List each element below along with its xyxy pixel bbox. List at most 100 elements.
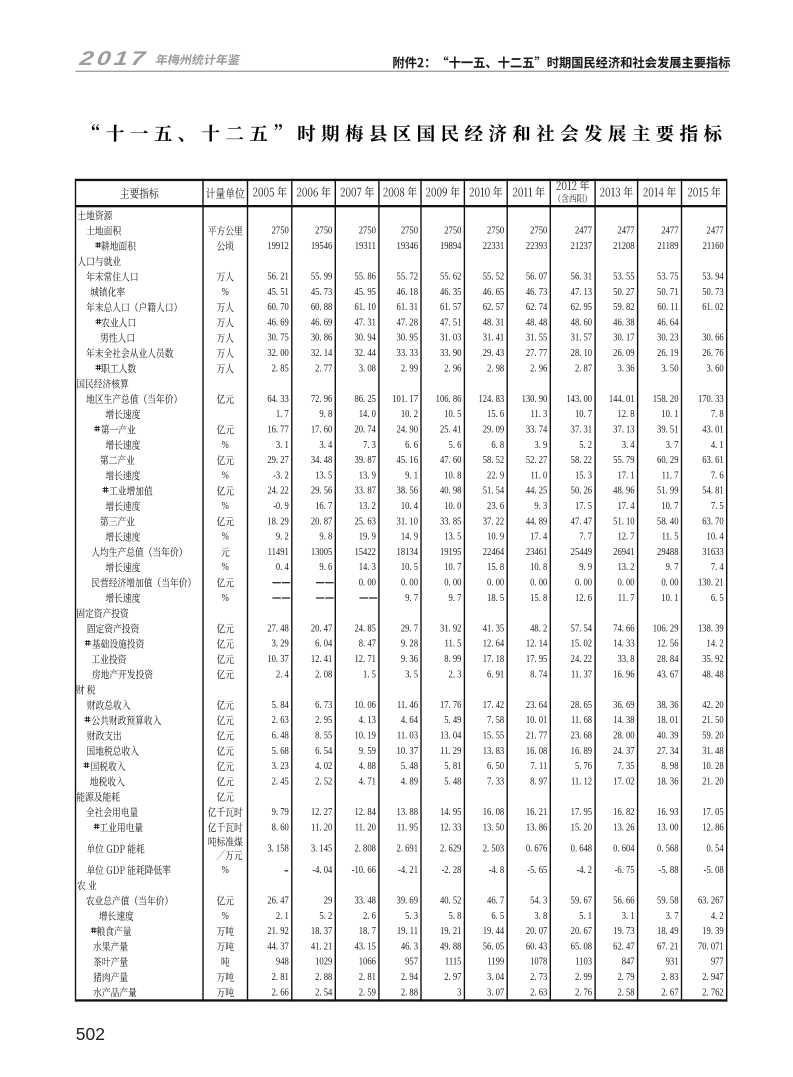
svg-text:11. 03: 11. 03 <box>397 730 418 742</box>
svg-text:7. 35: 7. 35 <box>617 760 634 772</box>
svg-text:50. 27: 50. 27 <box>613 286 635 298</box>
svg-text:11. 29: 11. 29 <box>440 745 461 757</box>
svg-text:63. 70: 63. 70 <box>702 515 724 527</box>
svg-text:86. 25: 86. 25 <box>354 393 376 405</box>
svg-text:2. 503: 2. 503 <box>483 843 505 855</box>
svg-text:48. 31: 48. 31 <box>483 316 505 328</box>
svg-text:3. 145: 3. 145 <box>311 843 333 855</box>
svg-text:29. 7: 29. 7 <box>401 622 418 634</box>
svg-text:2. 73: 2. 73 <box>530 971 547 983</box>
svg-text:33. 85: 33. 85 <box>440 515 462 527</box>
svg-text:30. 75: 30. 75 <box>267 332 289 344</box>
svg-text:-4. 21: -4. 21 <box>398 864 418 876</box>
svg-text:7. 33: 7. 33 <box>487 775 504 787</box>
svg-text:2. 83: 2. 83 <box>661 971 678 983</box>
svg-text:48. 48: 48. 48 <box>702 668 724 680</box>
svg-text:2. 99: 2. 99 <box>401 362 418 374</box>
svg-text:106. 86: 106. 86 <box>436 393 462 405</box>
svg-text:5. 8: 5. 8 <box>449 910 462 922</box>
svg-text:3. 29: 3. 29 <box>272 638 289 650</box>
svg-text:13. 83: 13. 83 <box>483 745 505 757</box>
svg-text:2750: 2750 <box>272 225 289 237</box>
svg-text:10. 0: 10. 0 <box>444 500 461 512</box>
svg-text:7. 6: 7. 6 <box>711 469 724 481</box>
svg-text:0. 00: 0. 00 <box>617 577 634 589</box>
svg-text:63. 267: 63. 267 <box>698 895 724 907</box>
svg-text:8. 99: 8. 99 <box>444 653 461 665</box>
svg-text:3. 23: 3. 23 <box>272 760 289 772</box>
svg-text:5. 76: 5. 76 <box>575 760 592 772</box>
svg-text:31. 10: 31. 10 <box>397 515 419 527</box>
svg-text:25449: 25449 <box>571 546 593 558</box>
svg-text:28. 65: 28. 65 <box>571 699 593 711</box>
svg-text:931: 931 <box>666 956 679 968</box>
svg-text:%: % <box>222 561 229 573</box>
svg-text:3. 9: 3. 9 <box>534 439 547 451</box>
svg-text:2. 63: 2. 63 <box>272 714 289 726</box>
svg-text:20. 74: 20. 74 <box>354 424 376 436</box>
svg-text:29: 29 <box>324 895 333 907</box>
svg-text:13. 00: 13. 00 <box>657 821 679 833</box>
svg-text:29. 27: 29. 27 <box>267 454 289 466</box>
svg-text:21160: 21160 <box>703 240 724 252</box>
svg-text:9. 9: 9. 9 <box>579 561 592 573</box>
svg-text:45. 51: 45. 51 <box>267 286 289 298</box>
svg-text:10. 5: 10. 5 <box>401 561 418 573</box>
svg-text:-5. 88: -5. 88 <box>658 864 678 876</box>
svg-text:7. 7: 7. 7 <box>579 531 592 543</box>
svg-text:2. 97: 2. 97 <box>444 971 461 983</box>
svg-text:13. 50: 13. 50 <box>483 821 505 833</box>
svg-text:2. 947: 2. 947 <box>702 971 724 983</box>
svg-text:30. 23: 30. 23 <box>657 332 679 344</box>
svg-text:37. 22: 37. 22 <box>483 515 505 527</box>
svg-text:19346: 19346 <box>397 240 419 252</box>
svg-text:2. 81: 2. 81 <box>272 971 289 983</box>
svg-text:11491: 11491 <box>268 546 289 558</box>
svg-text:21. 77: 21. 77 <box>526 730 548 742</box>
svg-text:-2. 28: -2. 28 <box>441 864 461 876</box>
svg-text:70. 071: 70. 071 <box>698 940 724 952</box>
svg-text:3. 08: 3. 08 <box>359 362 376 374</box>
svg-text:59. 67: 59. 67 <box>571 895 593 907</box>
svg-text:41. 35: 41. 35 <box>483 622 505 634</box>
svg-text:26. 47: 26. 47 <box>267 895 289 907</box>
svg-text:59. 82: 59. 82 <box>613 301 635 313</box>
svg-text:10. 4: 10. 4 <box>401 500 418 512</box>
svg-text:2. 87: 2. 87 <box>575 362 592 374</box>
svg-text:16. 7: 16. 7 <box>315 500 332 512</box>
svg-text:%: % <box>222 531 229 543</box>
svg-text:144. 01: 144. 01 <box>609 393 635 405</box>
svg-text:24. 90: 24. 90 <box>397 424 419 436</box>
svg-text:2. 4: 2. 4 <box>276 668 289 680</box>
svg-text:32. 44: 32. 44 <box>354 347 376 359</box>
svg-text:3. 5: 3. 5 <box>405 668 418 680</box>
svg-text:11. 0: 11. 0 <box>530 469 547 481</box>
svg-text:19. 73: 19. 73 <box>613 925 635 937</box>
svg-text:61. 02: 61. 02 <box>702 301 724 313</box>
svg-text:7. 58: 7. 58 <box>487 714 504 726</box>
svg-text:%: % <box>222 286 229 298</box>
svg-text:10. 1: 10. 1 <box>661 408 678 420</box>
svg-text:11. 20: 11. 20 <box>355 821 376 833</box>
svg-text:13. 26: 13. 26 <box>613 821 635 833</box>
svg-text:17. 60: 17. 60 <box>311 424 333 436</box>
svg-text:14. 38: 14. 38 <box>613 714 635 726</box>
svg-text:19195: 19195 <box>440 546 462 558</box>
svg-text:7. 11: 7. 11 <box>530 760 547 772</box>
svg-text:61. 10: 61. 10 <box>354 301 376 313</box>
svg-text:2. 629: 2. 629 <box>440 843 462 855</box>
svg-text:29. 43: 29. 43 <box>483 347 505 359</box>
svg-text:8. 60: 8. 60 <box>272 821 289 833</box>
svg-text:0. 00: 0. 00 <box>487 577 504 589</box>
svg-text:10. 28: 10. 28 <box>702 760 724 772</box>
svg-text:11. 5: 11. 5 <box>445 638 462 650</box>
svg-text:3. 7: 3. 7 <box>666 910 679 922</box>
svg-text:3. 07: 3. 07 <box>487 986 504 998</box>
svg-text:46. 7: 46. 7 <box>487 895 504 907</box>
svg-text:143. 00: 143. 00 <box>566 393 592 405</box>
svg-text:21237: 21237 <box>571 240 593 252</box>
svg-text:1078: 1078 <box>530 956 547 968</box>
svg-text:24. 22: 24. 22 <box>267 485 289 497</box>
svg-text:40. 98: 40. 98 <box>440 485 462 497</box>
svg-text:46. 18: 46. 18 <box>397 286 419 298</box>
